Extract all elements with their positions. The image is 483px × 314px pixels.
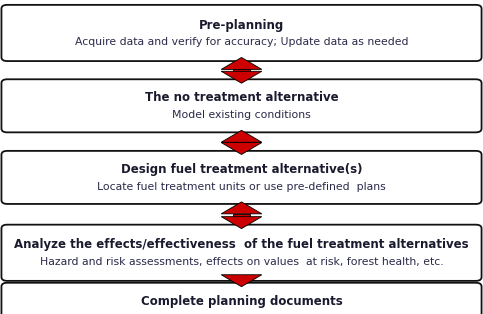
- Text: Design fuel treatment alternative(s): Design fuel treatment alternative(s): [121, 163, 362, 176]
- Polygon shape: [221, 217, 262, 229]
- Polygon shape: [221, 130, 262, 142]
- Polygon shape: [221, 143, 262, 154]
- FancyBboxPatch shape: [1, 79, 482, 133]
- Polygon shape: [221, 71, 262, 83]
- Polygon shape: [221, 275, 262, 287]
- Text: Complete planning documents: Complete planning documents: [141, 295, 342, 308]
- Polygon shape: [221, 57, 262, 69]
- Polygon shape: [221, 202, 262, 214]
- Polygon shape: [233, 69, 250, 71]
- FancyBboxPatch shape: [1, 151, 482, 204]
- FancyBboxPatch shape: [1, 283, 482, 314]
- Text: The no treatment alternative: The no treatment alternative: [145, 91, 338, 105]
- Text: Acquire data and verify for accuracy; Update data as needed: Acquire data and verify for accuracy; Up…: [75, 37, 408, 47]
- Polygon shape: [233, 275, 250, 277]
- Text: Hazard and risk assessments, effects on values  at risk, forest health, etc.: Hazard and risk assessments, effects on …: [40, 257, 443, 267]
- Text: Locate fuel treatment units or use pre-defined  plans: Locate fuel treatment units or use pre-d…: [97, 182, 386, 192]
- Text: Analyze the effects/effectiveness  of the fuel treatment alternatives: Analyze the effects/effectiveness of the…: [14, 238, 469, 252]
- Text: Model existing conditions: Model existing conditions: [172, 110, 311, 120]
- FancyBboxPatch shape: [1, 225, 482, 281]
- FancyBboxPatch shape: [1, 5, 482, 61]
- Text: Pre-planning: Pre-planning: [199, 19, 284, 32]
- Polygon shape: [233, 214, 250, 217]
